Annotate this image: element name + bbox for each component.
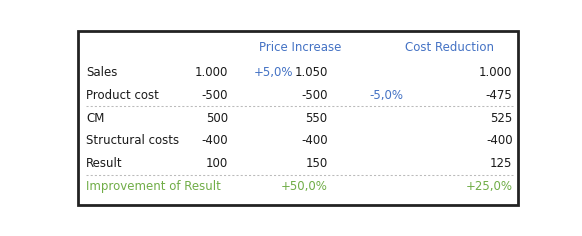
Text: 500: 500 [206,112,228,125]
Text: +5,0%: +5,0% [254,66,293,79]
Text: Price Increase: Price Increase [260,41,342,54]
Text: Result: Result [86,157,123,170]
Text: 150: 150 [306,157,328,170]
Text: 1.050: 1.050 [294,66,328,79]
Text: 125: 125 [490,157,513,170]
Text: -500: -500 [301,89,328,102]
Text: -400: -400 [202,135,228,148]
Text: Cost Reduction: Cost Reduction [405,41,494,54]
Text: -400: -400 [486,135,513,148]
Text: Sales: Sales [86,66,118,79]
Text: 1.000: 1.000 [479,66,513,79]
Text: Product cost: Product cost [86,89,159,102]
Text: -475: -475 [486,89,513,102]
Text: 550: 550 [306,112,328,125]
Text: -400: -400 [301,135,328,148]
Text: CM: CM [86,112,105,125]
Text: +50,0%: +50,0% [281,180,328,193]
Text: Structural costs: Structural costs [86,135,179,148]
Text: 525: 525 [490,112,513,125]
Text: 100: 100 [206,157,228,170]
Text: -5,0%: -5,0% [369,89,403,102]
Text: +25,0%: +25,0% [466,180,513,193]
Text: 1.000: 1.000 [195,66,228,79]
Text: -500: -500 [202,89,228,102]
Text: Improvement of Result: Improvement of Result [86,180,221,193]
